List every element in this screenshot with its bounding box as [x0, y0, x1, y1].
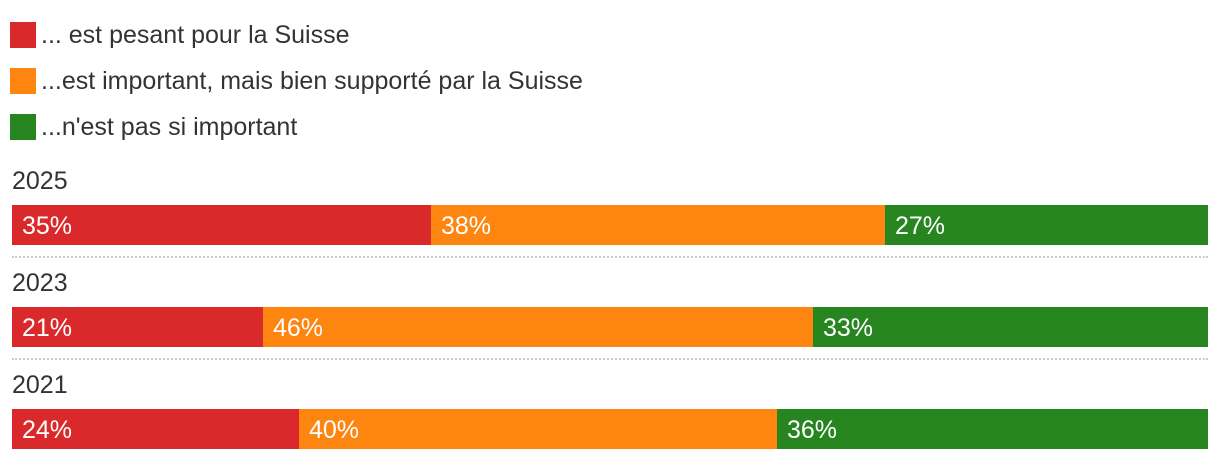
- bar-segment: 35%: [12, 205, 431, 245]
- legend-swatch: [10, 114, 36, 140]
- data-label: 38%: [441, 212, 492, 240]
- legend-swatch: [10, 22, 36, 48]
- bar-segment: 36%: [777, 409, 1208, 449]
- legend-label: ...n'est pas si important: [41, 113, 298, 141]
- data-label: 35%: [22, 212, 73, 240]
- data-label: 33%: [823, 314, 874, 342]
- stacked-bar: 24% 40% 36%: [12, 409, 1208, 449]
- data-label: 46%: [273, 314, 324, 342]
- data-label: 21%: [22, 314, 73, 342]
- chart-legend: ... est pesant pour la Suisse ...est impo…: [10, 12, 583, 150]
- category-label: 2023: [12, 269, 68, 297]
- legend-item: ...est important, mais bien supporté par…: [10, 58, 583, 104]
- bar-row: 2021 24% 40% 36%: [12, 364, 1208, 466]
- legend-label: ...est important, mais bien supporté par…: [41, 67, 583, 95]
- data-label: 24%: [22, 416, 73, 444]
- row-divider: [12, 256, 1208, 258]
- stacked-bar-chart: 2025 35% 38% 27% 2023 21% 46% 33% 2021 24% 40% 36%: [12, 160, 1208, 466]
- data-label: 36%: [787, 416, 838, 444]
- legend-swatch: [10, 68, 36, 94]
- bar-segment: 46%: [263, 307, 813, 347]
- bar-segment: 24%: [12, 409, 299, 449]
- legend-label: ... est pesant pour la Suisse: [41, 21, 350, 49]
- bar-segment: 40%: [299, 409, 777, 449]
- data-label: 27%: [895, 212, 946, 240]
- bar-segment: 38%: [431, 205, 885, 245]
- row-divider: [12, 358, 1208, 360]
- legend-item: ...n'est pas si important: [10, 104, 583, 150]
- category-label: 2021: [12, 371, 68, 399]
- bar-segment: 21%: [12, 307, 263, 347]
- category-label: 2025: [12, 167, 68, 195]
- data-label: 40%: [309, 416, 360, 444]
- stacked-bar: 35% 38% 27%: [12, 205, 1208, 245]
- bar-row: 2025 35% 38% 27%: [12, 160, 1208, 262]
- bar-row: 2023 21% 46% 33%: [12, 262, 1208, 364]
- bar-segment: 27%: [885, 205, 1208, 245]
- stacked-bar: 21% 46% 33%: [12, 307, 1208, 347]
- bar-segment: 33%: [813, 307, 1208, 347]
- legend-item: ... est pesant pour la Suisse: [10, 12, 583, 58]
